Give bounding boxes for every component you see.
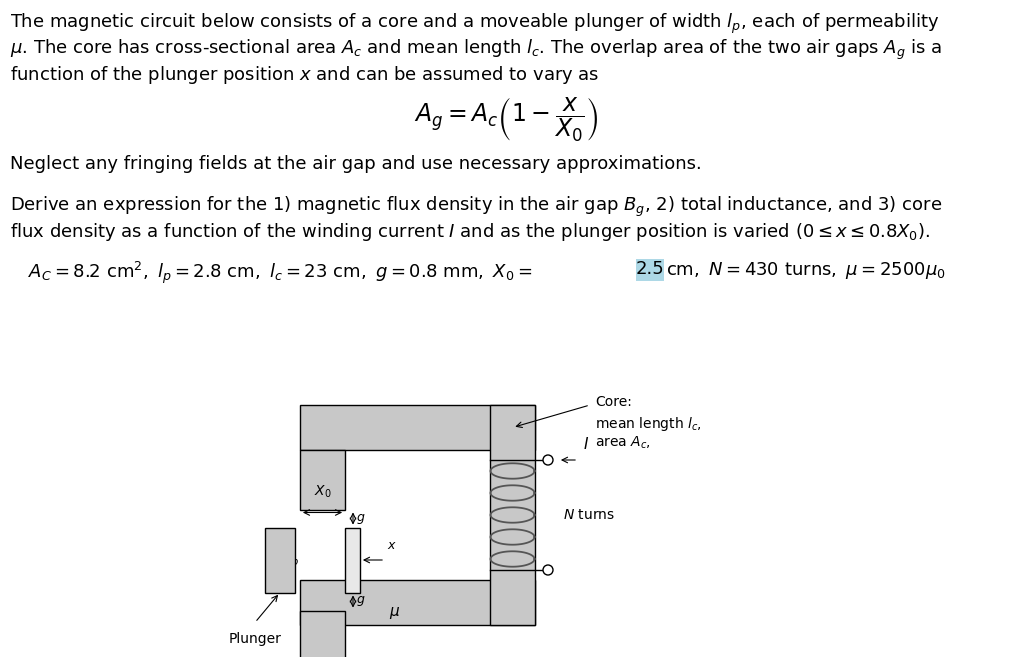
Text: $x$: $x$ [386, 539, 396, 552]
Bar [299, 450, 345, 509]
Text: $g$: $g$ [356, 595, 365, 608]
Bar [299, 580, 535, 625]
Text: $\mu$: $\mu$ [389, 605, 400, 621]
Text: $A_C = 8.2\ \mathrm{cm}^2,\ l_p = 2.8\ \mathrm{cm},\ l_c = 23\ \mathrm{cm},\ g =: $A_C = 8.2\ \mathrm{cm}^2,\ l_p = 2.8\ \… [28, 260, 532, 286]
Text: Neglect any fringing fields at the air gap and use necessary approximations.: Neglect any fringing fields at the air g… [10, 155, 701, 173]
Text: $\mu$: $\mu$ [272, 545, 282, 560]
Text: $X_0$: $X_0$ [313, 484, 331, 501]
Text: Derive an expression for the 1) magnetic flux density in the air gap $B_g$, 2) t: Derive an expression for the 1) magnetic… [10, 195, 941, 219]
Text: Plunger: Plunger [228, 633, 281, 646]
Text: $\mu$. The core has cross-sectional area $A_c$ and mean length $l_c$. The overla: $\mu$. The core has cross-sectional area… [10, 38, 941, 62]
Text: function of the plunger position $x$ and can be assumed to vary as: function of the plunger position $x$ and… [10, 64, 599, 86]
Circle shape [543, 455, 552, 465]
Text: 2.5: 2.5 [635, 260, 663, 278]
Bar [345, 528, 360, 593]
Text: $g$: $g$ [356, 512, 365, 526]
Text: $\mathrm{cm},\ N = 430\ \mathrm{turns},\ \mu = 2500\mu_0$: $\mathrm{cm},\ N = 430\ \mathrm{turns},\… [665, 260, 945, 281]
Text: $A_g = A_c \left(1 - \dfrac{x}{X_0}\right)$: $A_g = A_c \left(1 - \dfrac{x}{X_0}\righ… [413, 95, 598, 143]
Bar [489, 405, 535, 625]
Text: area $A_c$,: area $A_c$, [594, 435, 650, 451]
Circle shape [543, 565, 552, 575]
Text: $I$: $I$ [582, 436, 588, 452]
Text: $N$ turns: $N$ turns [562, 508, 615, 522]
Bar [635, 259, 663, 281]
Text: $l_p$: $l_p$ [288, 551, 299, 570]
Bar [299, 405, 535, 450]
Text: Core:: Core: [594, 395, 631, 409]
Text: flux density as a function of the winding current $I$ and as the plunger positio: flux density as a function of the windin… [10, 221, 929, 243]
Bar [299, 610, 345, 657]
Text: The magnetic circuit below consists of a core and a moveable plunger of width $l: The magnetic circuit below consists of a… [10, 12, 938, 36]
Bar [265, 528, 295, 593]
Text: mean length $l_c$,: mean length $l_c$, [594, 415, 702, 433]
